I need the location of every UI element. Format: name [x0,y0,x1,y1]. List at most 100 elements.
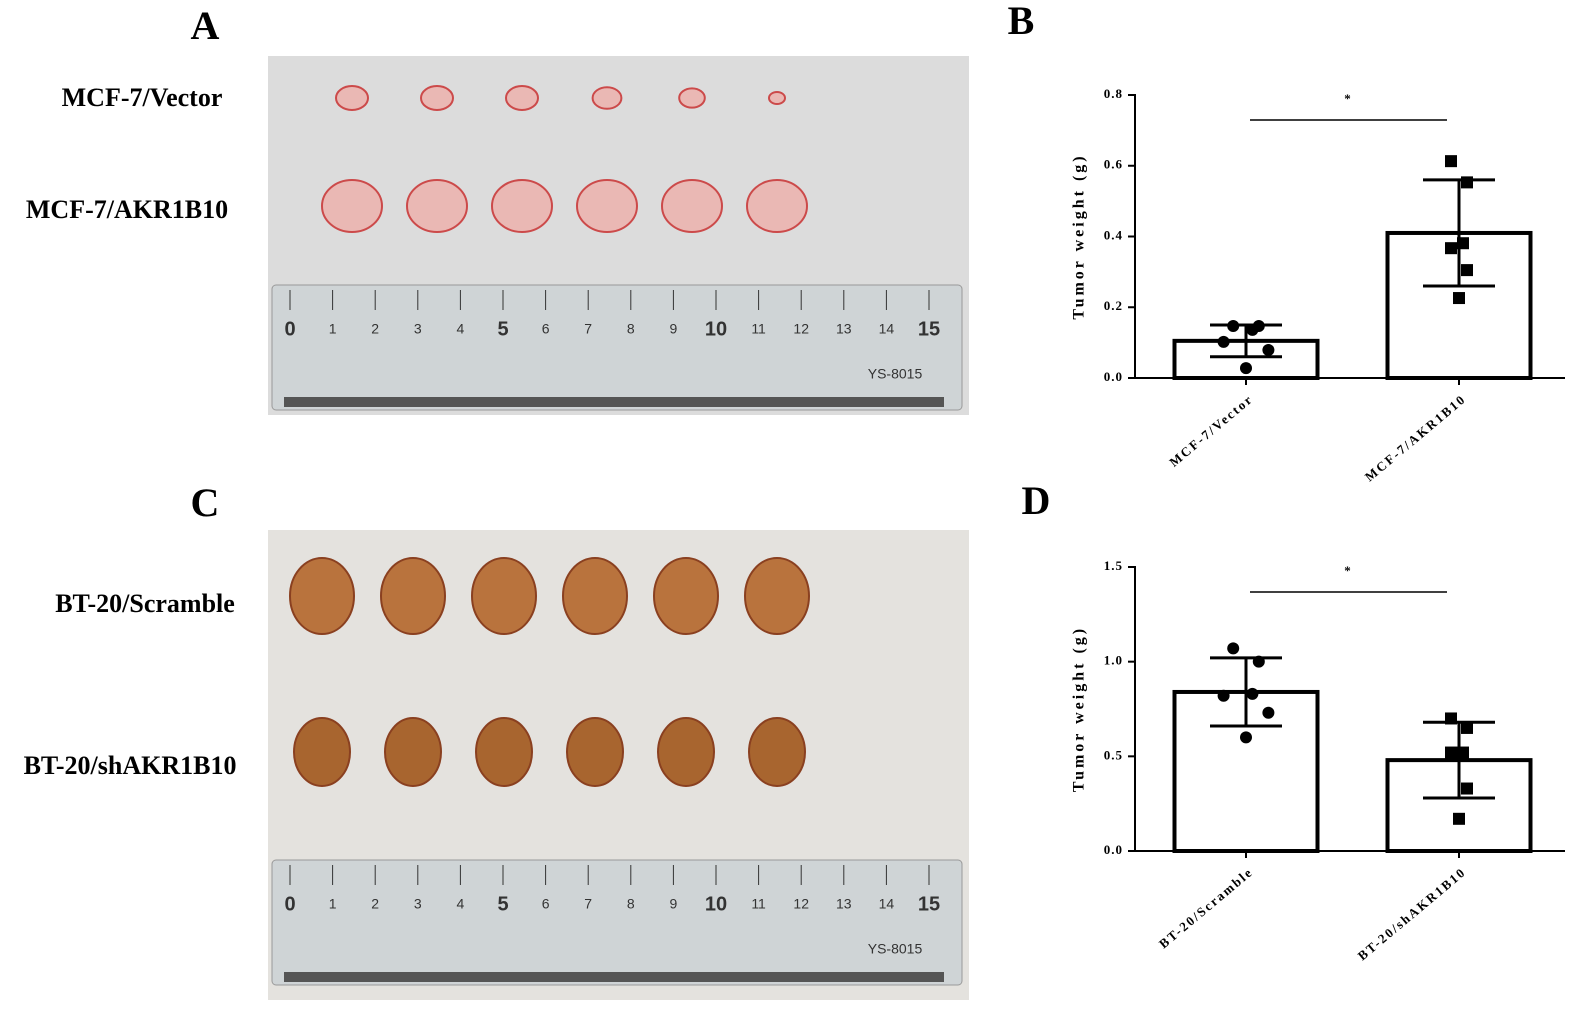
tumor [380,557,446,635]
ruler-label: 14 [879,896,895,912]
y-axis-label: Tumor weight (g) [1071,626,1088,792]
tumor [321,179,383,233]
ruler-label: 9 [670,896,678,912]
ruler-label: 0 [284,318,295,340]
tumor [566,717,624,787]
ruler-edge [284,397,944,407]
panel-letter: B [1008,0,1035,43]
tumor [406,179,468,233]
y-tick-label: 0.8 [1104,86,1123,101]
y-tick-label: 0.0 [1104,369,1123,384]
data-point [1461,721,1473,734]
ruler-label: 9 [670,321,678,337]
data-point [1453,812,1465,825]
x-tick-label: MCF-7/Vector [1166,391,1256,470]
tumor [384,717,442,787]
x-tick-label: BT-20/Scramble [1156,864,1256,951]
y-tick-label: 0.5 [1104,747,1123,762]
y-tick-label: 1.5 [1104,558,1123,573]
ruler-label: 10 [705,893,727,915]
ruler-label: 13 [836,896,852,912]
y-tick-label: 1.0 [1104,653,1123,668]
data-point [1457,237,1469,250]
ruler-edge [284,972,944,982]
tumor [335,85,369,111]
ruler-label: 13 [836,321,852,337]
tumor [475,717,533,787]
ruler-label: 15 [918,318,940,340]
tumor [471,557,537,635]
tumor [657,717,715,787]
data-point [1461,782,1473,795]
tumor [746,179,808,233]
data-point [1252,655,1265,668]
tumor [744,557,810,635]
ruler-label: 3 [414,321,422,337]
ruler-model: YS-8015 [868,941,923,957]
row-label: MCF-7/AKR1B10 [26,195,228,224]
ruler-label: 11 [751,896,766,912]
data-point [1445,746,1457,759]
y-tick-label: 0.2 [1104,298,1123,313]
ruler-label: 15 [918,893,940,915]
row-label: BT-20/Scramble [55,589,235,618]
data-point [1453,292,1465,305]
data-point [1461,176,1473,189]
data-point [1246,687,1259,700]
ruler [271,284,963,411]
tumor [562,557,628,635]
panel-letter: D [1022,478,1051,523]
tumor [293,717,351,787]
tumor [420,85,454,111]
data-point [1461,264,1473,277]
tumor [491,179,553,233]
tumor [768,91,786,105]
ruler-label: 2 [371,321,379,337]
data-point [1240,362,1252,375]
tumor [748,717,806,787]
data-point [1457,746,1469,759]
tumor [678,87,706,109]
tumor [591,86,623,110]
ruler [271,859,963,986]
data-point [1445,712,1457,725]
data-point [1217,689,1230,702]
ruler-label: 3 [414,896,422,912]
panel-letter: C [191,480,220,525]
ruler-label: 0 [284,893,295,915]
data-point [1262,706,1275,719]
ruler-label: 6 [542,896,550,912]
y-tick-label: 0.0 [1104,842,1123,857]
x-tick-label: MCF-7/AKR1B10 [1362,391,1469,484]
tumor [289,557,355,635]
tumor [653,557,719,635]
ruler-model: YS-8015 [868,366,923,382]
ruler-label: 4 [457,896,465,912]
ruler-label: 1 [329,896,337,912]
data-point [1445,242,1457,255]
ruler-label: 7 [584,321,592,337]
ruler-label: 5 [497,893,508,915]
ruler-label: 1 [329,321,337,337]
ruler-label: 4 [457,321,465,337]
x-tick-label: BT-20/shAKR1B10 [1355,864,1469,963]
data-point [1217,335,1230,348]
row-label: BT-20/shAKR1B10 [24,751,237,780]
significance-label: * [1344,563,1352,578]
row-label: MCF-7/Vector [62,83,223,112]
tumor [661,179,723,233]
tumor [505,85,539,111]
ruler-label: 7 [584,896,592,912]
y-tick-label: 0.4 [1104,227,1123,242]
ruler-label: 10 [705,318,727,340]
data-point [1445,155,1457,168]
significance-label: * [1344,91,1352,106]
ruler-label: 12 [793,896,809,912]
ruler-label: 11 [751,321,766,337]
panel-letter: A [191,3,220,48]
ruler-label: 8 [627,321,635,337]
tumor [576,179,638,233]
data-point [1227,642,1240,655]
ruler-label: 12 [793,321,809,337]
